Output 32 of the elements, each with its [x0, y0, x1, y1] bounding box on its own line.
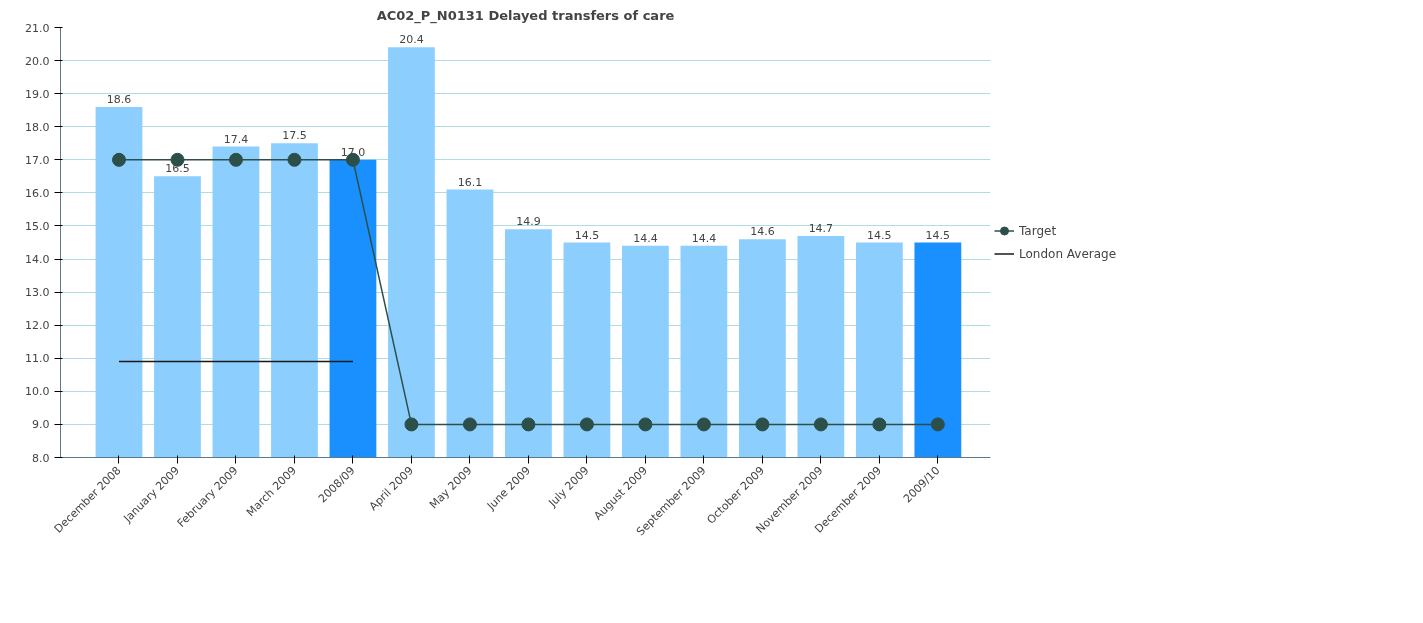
y-tick-label: 18.0 — [25, 120, 50, 134]
y-tick-label: 10.0 — [25, 385, 50, 399]
y-tick-label: 12.0 — [25, 319, 50, 333]
data-label: 14.5 — [925, 228, 951, 242]
y-tick-label: 21.0 — [25, 21, 50, 35]
data-label: 14.5 — [867, 228, 892, 242]
y-tick-label: 14.0 — [25, 253, 50, 267]
data-label: 14.6 — [750, 225, 775, 239]
y-tick-label: 15.0 — [25, 219, 50, 233]
y-tick-label: 13.0 — [25, 286, 50, 300]
legend-label: London Average — [1019, 246, 1117, 261]
chart-title: AC02_P_N0131 Delayed transfers of care — [376, 7, 675, 24]
data-label: 14.5 — [574, 228, 600, 242]
data-label: 17.5 — [282, 129, 307, 143]
y-tick-label: 9.0 — [32, 418, 50, 432]
y-tick-label: 19.0 — [25, 87, 50, 101]
legend-label: Target — [1019, 223, 1057, 238]
y-tick-label: 17.0 — [25, 153, 50, 167]
data-label: 18.6 — [106, 92, 132, 106]
data-label: 14.9 — [516, 215, 541, 229]
y-tick-label: 20.0 — [25, 54, 50, 68]
data-label: 14.4 — [691, 231, 717, 245]
y-tick-label: 8.0 — [32, 451, 50, 465]
data-label: 17.4 — [223, 132, 249, 146]
data-label: 20.4 — [399, 33, 424, 47]
data-label: 16.5 — [165, 162, 190, 176]
y-tick-label: 16.0 — [25, 186, 50, 200]
data-label: 14.4 — [633, 231, 658, 245]
y-tick-label: 11.0 — [25, 352, 50, 366]
data-label: 14.7 — [808, 221, 834, 235]
data-label: 17.0 — [340, 145, 366, 159]
data-label: 16.1 — [457, 175, 483, 189]
